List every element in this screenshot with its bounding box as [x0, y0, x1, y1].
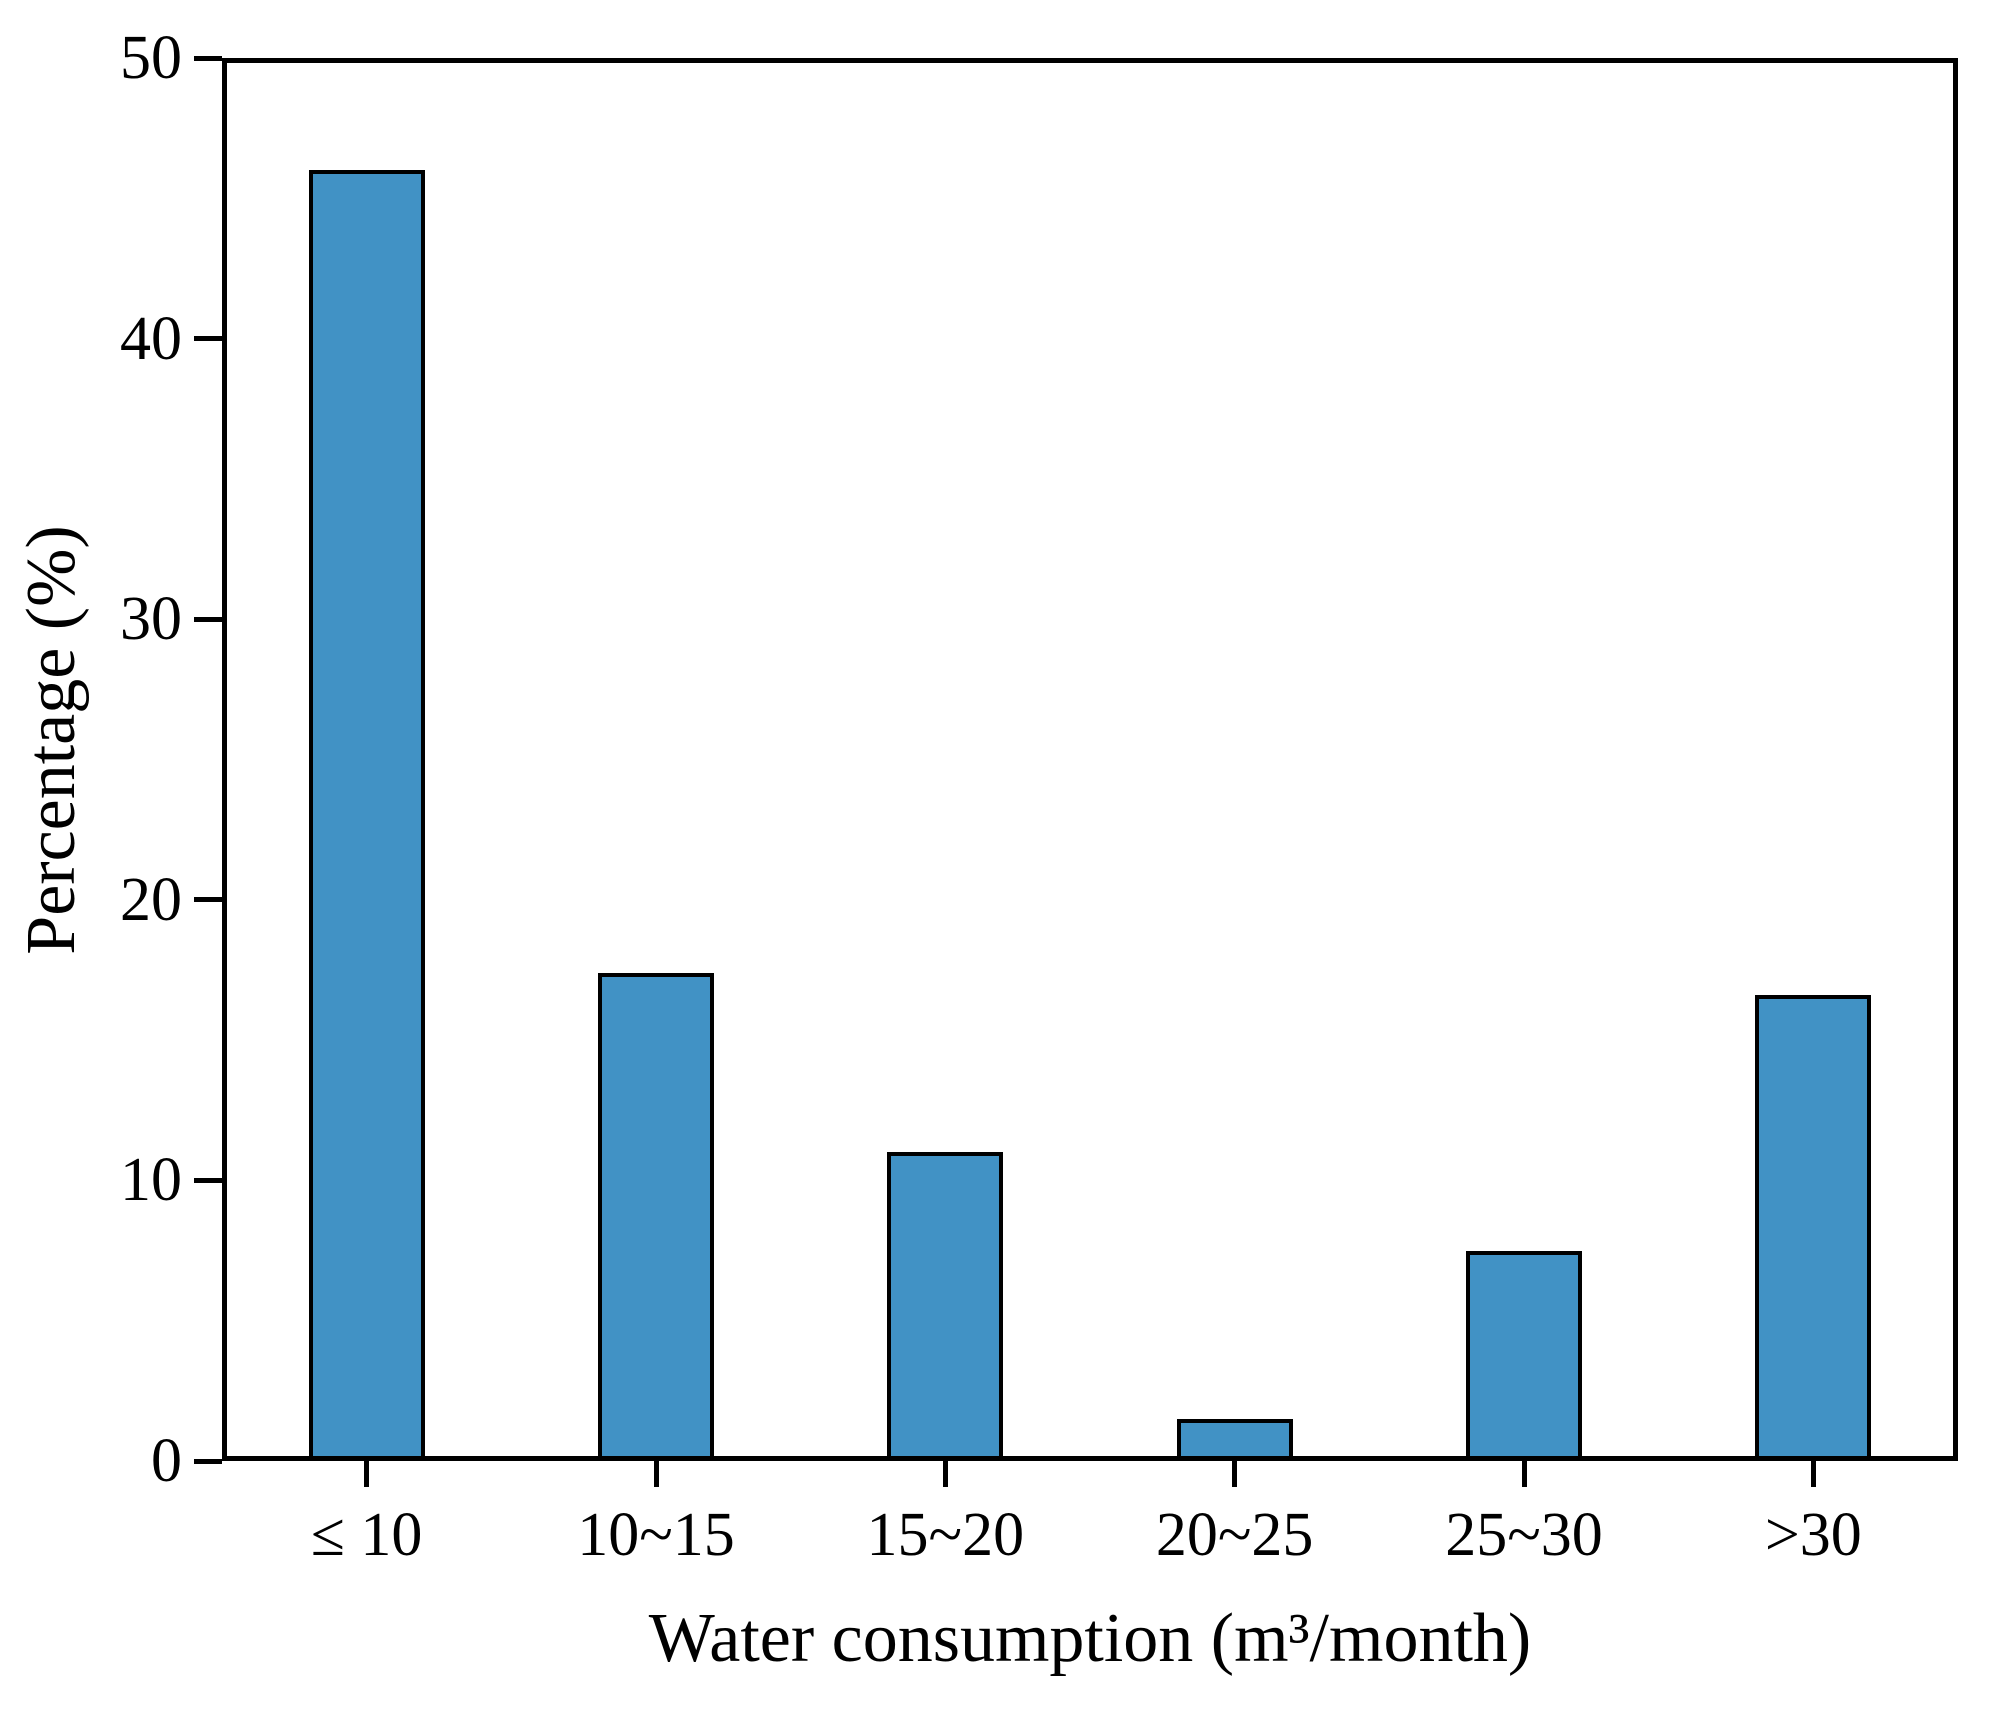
- x-tick-2: [942, 1461, 948, 1487]
- x-tick-label-5: >30: [1764, 1501, 1862, 1569]
- y-tick-30: [194, 616, 222, 622]
- x-tick-label-3: 20~25: [1155, 1501, 1314, 1569]
- y-tick-10: [194, 1177, 222, 1183]
- y-tick-label-20: 20: [120, 865, 182, 934]
- x-tick-3: [1232, 1461, 1238, 1487]
- y-tick-label-30: 30: [120, 585, 182, 654]
- y-tick-0: [194, 1458, 222, 1464]
- plot-area: [222, 58, 1958, 1461]
- y-tick-label-10: 10: [120, 1146, 182, 1215]
- bar-0: [308, 170, 425, 1461]
- y-tick-50: [194, 55, 222, 61]
- bar-3: [1176, 1418, 1293, 1461]
- y-tick-label-40: 40: [120, 304, 182, 373]
- x-tick-label-1: 10~15: [577, 1501, 735, 1569]
- y-tick-label-50: 50: [120, 24, 182, 92]
- x-tick-0: [364, 1461, 370, 1487]
- x-tick-5: [1810, 1461, 1816, 1487]
- x-tick-label-4: 25~30: [1445, 1501, 1603, 1569]
- y-axis-title: Percentage (%): [13, 525, 90, 955]
- y-tick-20: [194, 897, 222, 903]
- x-tick-4: [1521, 1461, 1527, 1487]
- bar-4: [1466, 1250, 1582, 1461]
- y-tick-40: [194, 336, 222, 342]
- x-axis-title: Water consumption (m³/month): [648, 1600, 1532, 1677]
- x-tick-label-0: ≤ 10: [310, 1501, 423, 1569]
- bar-2: [887, 1152, 1004, 1461]
- bar-5: [1755, 995, 1872, 1461]
- x-tick-1: [653, 1461, 659, 1487]
- bar-1: [598, 972, 714, 1461]
- y-tick-label-0: 0: [151, 1427, 182, 1495]
- x-tick-label-2: 15~20: [866, 1501, 1025, 1569]
